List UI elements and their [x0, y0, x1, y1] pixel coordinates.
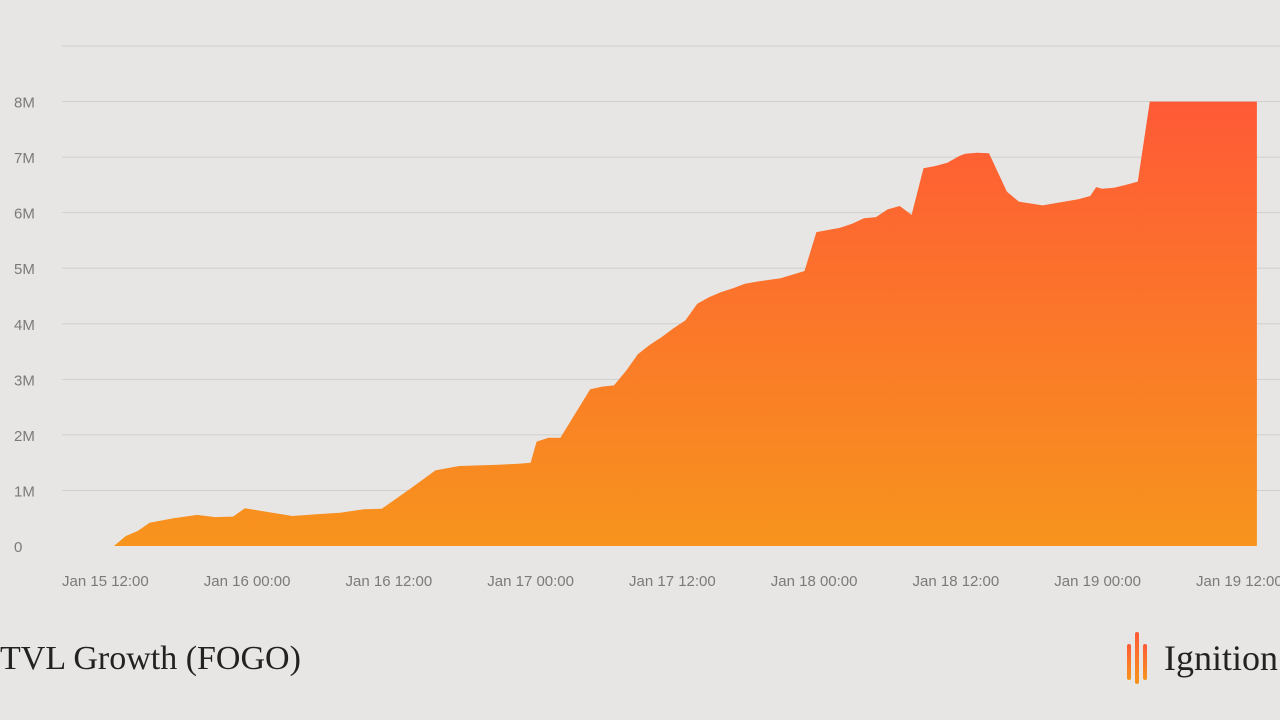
x-axis-tick-labels: Jan 15 12:00 Jan 16 00:00 Jan 16 12:00 Jan …: [62, 573, 1280, 590]
y-tick-label: 5M: [14, 261, 35, 278]
x-tick-label: Jan 18 00:00: [771, 573, 858, 590]
y-tick-label: 3M: [14, 372, 35, 389]
y-tick-label: 6M: [14, 206, 35, 223]
chart-title: TVL Growth (FOGO): [0, 640, 301, 677]
x-tick-label: Jan 17 12:00: [629, 573, 716, 590]
y-tick-label: 4M: [14, 317, 35, 334]
y-tick-label: 8M: [14, 95, 35, 112]
y-axis-tick-labels: 0 1M 2M 3M 4M 5M 6M 7M 8M: [14, 95, 35, 556]
brand-name: Ignition: [1164, 638, 1278, 678]
y-tick-label: 7M: [14, 150, 35, 167]
tvl-series-area: [113, 101, 1257, 546]
x-tick-label: Jan 18 12:00: [913, 573, 1000, 590]
brand-logo: Ignition: [1122, 628, 1280, 688]
x-tick-label: Jan 17 00:00: [487, 573, 574, 590]
x-tick-label: Jan 16 12:00: [346, 573, 433, 590]
x-tick-label: Jan 15 12:00: [62, 573, 149, 590]
y-tick-label: 1M: [14, 483, 35, 500]
x-tick-label: Jan 16 00:00: [204, 573, 291, 590]
x-tick-label: Jan 19 12:00: [1196, 573, 1280, 590]
x-tick-label: Jan 19 00:00: [1054, 573, 1141, 590]
grid-lines: [62, 45, 1280, 491]
y-tick-label: 2M: [14, 428, 35, 445]
y-tick-label: 0: [14, 539, 22, 556]
ignition-flame-icon: [1127, 632, 1147, 684]
series-area: [113, 101, 1257, 546]
